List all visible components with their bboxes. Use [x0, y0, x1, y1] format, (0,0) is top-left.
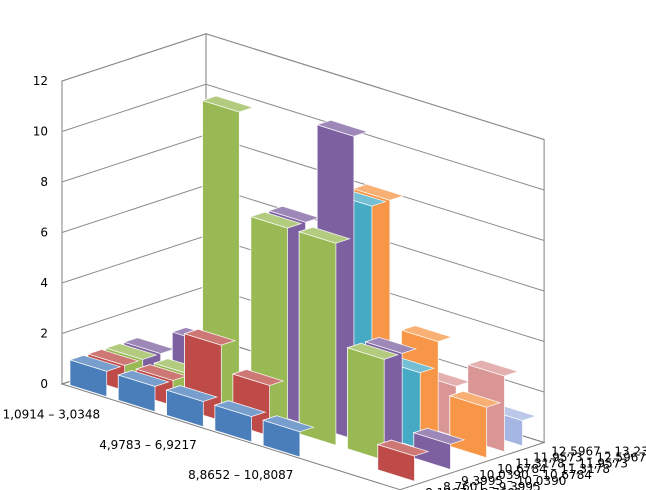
y-tick-label: 10,0390 – 10,6784 — [479, 468, 592, 482]
gridline — [61, 83, 545, 191]
y-tick-label: 11,3178 – 11,9573 — [515, 456, 628, 470]
z-tick-label: 6 — [40, 226, 48, 240]
bar-top — [183, 328, 237, 346]
bar-top — [104, 343, 158, 360]
z-tick-label: 4 — [40, 276, 48, 290]
y-tick-label: 9,3995 – 10,0390 — [461, 474, 566, 488]
x-tick-label: 4,9783 – 6,9217 — [99, 438, 197, 452]
bar — [412, 427, 466, 471]
bar — [346, 342, 400, 461]
y-tick-label: 12,5967 – 13,2361 — [551, 444, 646, 458]
bar-top — [376, 439, 430, 457]
z-tick-label: 10 — [33, 125, 48, 139]
x-axis-tick-labels: 1,0914 – 3,0348 4,9783 – 6,9217 8,8652 – 1… — [3, 408, 294, 482]
bar-top — [364, 336, 418, 354]
z-axis-tick-labels: 0 2 4 6 8 10 12 — [33, 74, 48, 391]
bar — [213, 400, 267, 443]
bar-top — [466, 359, 520, 377]
bar-top — [400, 325, 454, 343]
chart-bars — [68, 95, 538, 482]
bar-top — [249, 211, 303, 229]
y-tick-label: 8,1207 – 8,7601 — [425, 486, 523, 490]
bar-top — [351, 183, 405, 201]
z-tick-label: 12 — [33, 74, 48, 88]
bar-top — [231, 369, 285, 386]
bar-top — [346, 342, 400, 360]
bar — [116, 369, 170, 413]
bar — [376, 439, 430, 482]
bar-top — [315, 119, 369, 137]
y-tick-label: 8,7601 – 9,3995 — [443, 480, 541, 490]
bar — [68, 354, 122, 398]
bar-top — [448, 390, 502, 408]
bar-top — [201, 95, 255, 113]
bar-top — [116, 370, 170, 387]
bar — [297, 226, 351, 446]
z-tick-label: 2 — [40, 327, 48, 341]
bar-top — [412, 427, 466, 445]
bar — [448, 390, 502, 459]
bar-top — [86, 349, 140, 366]
x-tick-label: 1,0914 – 3,0348 — [3, 408, 101, 422]
y-tick-label: 10,6784 – 11,3178 — [497, 462, 610, 476]
x-tick-label: 8,8652 – 10,8087 — [188, 468, 293, 482]
y-tick-label: 11,9573 – 12,5967 — [533, 450, 646, 464]
bar-front — [347, 347, 385, 461]
bar-top — [261, 415, 315, 433]
bar-top — [68, 354, 122, 372]
bar — [165, 385, 219, 428]
z-tick-label: 0 — [40, 377, 48, 391]
gridline — [61, 33, 545, 140]
bar-front — [298, 231, 337, 446]
bar-top — [213, 400, 267, 418]
bar-top — [297, 226, 351, 244]
z-tick-label: 8 — [40, 175, 48, 189]
bar — [261, 415, 315, 458]
bar-top — [165, 385, 219, 402]
